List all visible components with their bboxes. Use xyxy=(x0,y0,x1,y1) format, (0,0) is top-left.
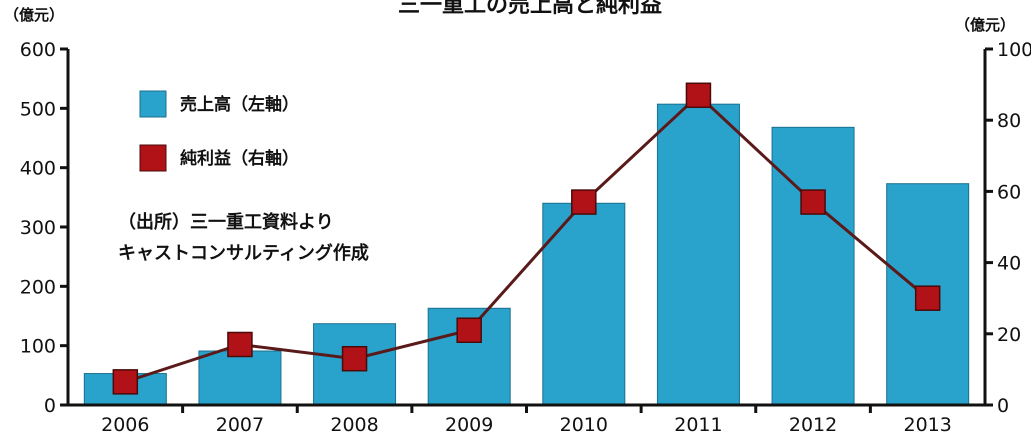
left-tick-label-600: 600 xyxy=(20,39,56,61)
x-tick-label-2012: 2012 xyxy=(789,414,837,436)
bars-layer xyxy=(83,103,970,406)
profit-marker-2012 xyxy=(800,189,826,215)
right-axis-unit: （億元） xyxy=(955,16,1015,34)
x-tick-label-2006: 2006 xyxy=(101,414,149,436)
profit-marker-2006 xyxy=(112,369,139,395)
legend-bar-label: 売上高（左軸） xyxy=(180,94,299,115)
profit-marker-2008 xyxy=(341,345,368,372)
left-tick-label-100: 100 xyxy=(20,336,56,358)
legend-line-label: 純利益（右軸） xyxy=(180,148,299,169)
bar-2012 xyxy=(771,126,855,406)
left-tick-label-300: 300 xyxy=(20,217,56,239)
profit-marker-2009 xyxy=(456,317,482,343)
source-note-line-1: （出所）三一重工資料より xyxy=(118,211,334,233)
x-tick-label-2007: 2007 xyxy=(216,414,264,436)
x-tick-label-2008: 2008 xyxy=(330,414,378,436)
x-tick-label-2011: 2011 xyxy=(674,414,722,436)
source-note-line-2: キャストコンサルティング作成 xyxy=(118,242,369,264)
axes-layer: 0 100 200 300 400 500 600 0 20 40 60 80 100 2006 2007 2… xyxy=(20,39,1031,436)
left-tick-label-400: 400 xyxy=(20,158,56,180)
left-tick-label-500: 500 xyxy=(20,98,56,120)
bar-2007 xyxy=(198,350,282,406)
profit-marker-2013 xyxy=(914,285,941,311)
right-tick-label-60: 60 xyxy=(997,181,1021,203)
profit-marker-2007 xyxy=(227,331,253,358)
x-tick-label-2013: 2013 xyxy=(904,414,952,436)
left-tick-label-200: 200 xyxy=(20,276,56,298)
bar-2011 xyxy=(656,103,740,406)
profit-marker-2011 xyxy=(685,82,712,109)
right-tick-label-80: 80 xyxy=(997,110,1021,132)
left-axis-unit: （億元） xyxy=(4,6,64,24)
right-tick-label-0: 0 xyxy=(997,395,1009,417)
line-layer xyxy=(112,82,941,395)
profit-marker-2010 xyxy=(571,189,597,215)
right-tick-label-20: 20 xyxy=(997,324,1021,346)
legend: 売上高（左軸） 純利益（右軸） xyxy=(139,90,299,172)
chart-title: 三一重工の売上高と純利益 xyxy=(398,0,662,18)
right-tick-label-40: 40 xyxy=(997,253,1021,275)
left-tick-label-0: 0 xyxy=(44,395,56,417)
right-tick-label-100: 100 xyxy=(997,39,1031,61)
legend-line-swatch xyxy=(139,144,167,172)
legend-bar-swatch xyxy=(139,90,167,118)
x-tick-label-2010: 2010 xyxy=(560,414,608,436)
bar-2010 xyxy=(542,202,626,406)
x-tick-label-2009: 2009 xyxy=(445,414,493,436)
net-profit-line xyxy=(124,93,929,384)
